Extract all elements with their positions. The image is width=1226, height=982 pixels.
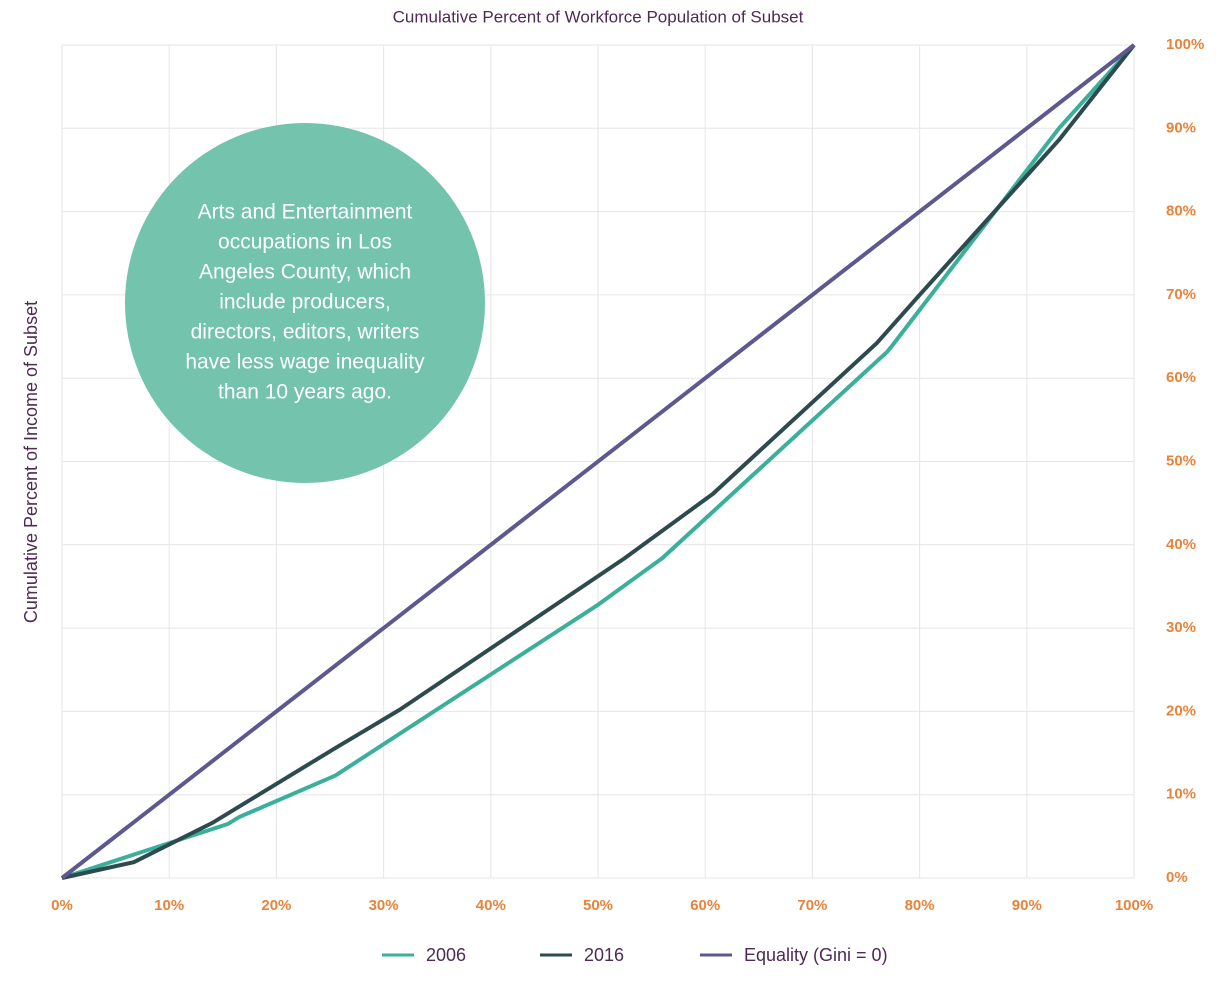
annotation-text: directors, editors, writers xyxy=(191,321,420,344)
chart-title: Cumulative Percent of Workforce Populati… xyxy=(393,7,804,26)
annotation-text: Arts and Entertainment xyxy=(198,201,413,224)
y-tick-label: 60% xyxy=(1166,369,1196,386)
y-tick-label: 0% xyxy=(1166,869,1188,886)
legend-label: 2016 xyxy=(584,945,624,965)
x-tick-label: 100% xyxy=(1115,897,1153,914)
x-tick-label: 80% xyxy=(905,897,935,914)
legend-label: 2006 xyxy=(426,945,466,965)
y-tick-label: 50% xyxy=(1166,452,1196,469)
legend-label: Equality (Gini = 0) xyxy=(744,945,888,965)
x-tick-label: 70% xyxy=(797,897,827,914)
series-line xyxy=(60,43,1136,880)
annotation-text: include producers, xyxy=(219,291,391,314)
y-tick-label: 40% xyxy=(1166,536,1196,553)
annotation-text: Angeles County, which xyxy=(199,261,411,284)
y-tick-label: 90% xyxy=(1166,119,1196,136)
series-line xyxy=(61,43,1136,880)
x-tick-label: 60% xyxy=(690,897,720,914)
series-line xyxy=(61,43,1136,880)
x-tick-label: 90% xyxy=(1012,897,1042,914)
y-tick-label: 80% xyxy=(1166,203,1196,220)
y-tick-label: 20% xyxy=(1166,702,1196,719)
x-tick-label: 0% xyxy=(51,897,73,914)
x-tick-label: 40% xyxy=(476,897,506,914)
y-tick-label: 30% xyxy=(1166,619,1196,636)
x-tick-label: 30% xyxy=(369,897,399,914)
y-tick-label: 10% xyxy=(1166,786,1196,803)
x-tick-label: 10% xyxy=(154,897,184,914)
y-tick-label: 70% xyxy=(1166,286,1196,303)
annotation-text: have less wage inequality xyxy=(185,351,425,374)
annotation-text: occupations in Los xyxy=(218,231,392,254)
y-tick-label: 100% xyxy=(1166,36,1204,53)
annotation-text: than 10 years ago. xyxy=(218,381,392,404)
x-tick-label: 50% xyxy=(583,897,613,914)
x-tick-label: 20% xyxy=(261,897,291,914)
annotation-bubble xyxy=(125,123,485,483)
y-axis-label: Cumulative Percent of Income of Subset xyxy=(21,301,41,623)
